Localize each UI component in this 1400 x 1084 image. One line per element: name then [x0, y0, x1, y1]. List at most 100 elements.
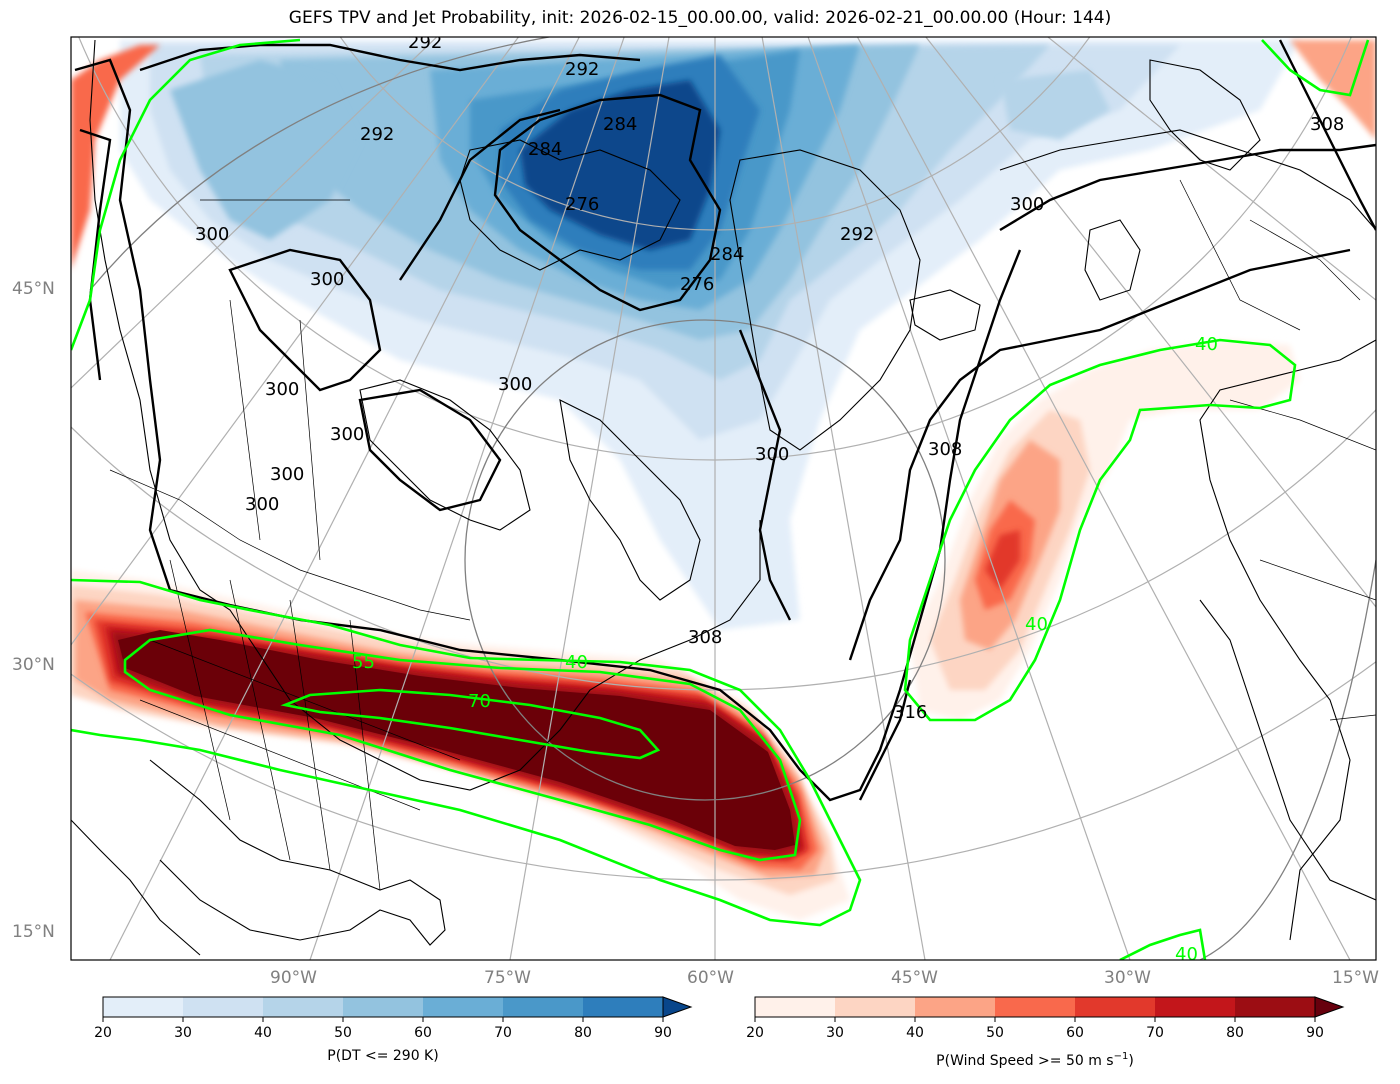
theta-label: 284 [710, 244, 744, 265]
border-africa-2 [1329, 714, 1376, 721]
colorbar-tick-label: 60 [1066, 1025, 1084, 1041]
jet-probability-field [71, 40, 1376, 920]
coast-iceland [909, 289, 981, 341]
theta-label: 300 [330, 424, 364, 445]
theta-label: 300 [270, 464, 304, 485]
jet-contour-40-west-arc [71, 38, 301, 351]
theta-label: 308 [928, 439, 962, 460]
colorbar-jet: 20 30 40 50 60 70 80 90 P(Wind Speed >= 50 m s−… [746, 996, 1345, 1069]
colorbar-cell [915, 997, 996, 1017]
theta-label: 300 [498, 374, 532, 395]
colorbar-tick-label: 20 [94, 1025, 112, 1041]
graticule-lon-15w [856, 37, 1351, 960]
theta-label: 292 [360, 124, 394, 145]
lat-label-15n: 15°N [12, 922, 55, 942]
colorbar-cell [1075, 997, 1156, 1017]
jet-label: 70 [468, 691, 491, 712]
colorbar-jet-outline [754, 996, 1316, 1018]
coast-scandinavia [1149, 59, 1261, 171]
colorbar-cell [503, 997, 584, 1017]
colorbar-tick-label: 50 [986, 1025, 1004, 1041]
colorbar-tick-label: 20 [746, 1025, 764, 1041]
lat-label-30n: 30°N [12, 655, 55, 675]
polar-overlay [89, 37, 1376, 960]
colorbar-cell [343, 997, 424, 1017]
graticule-lon-15e [1046, 37, 1376, 301]
colorbar-cell [995, 997, 1076, 1017]
graticule-lon-90w [309, 37, 625, 960]
theta-label: 308 [1310, 114, 1344, 135]
theta-label: 292 [565, 59, 599, 80]
jet-contour-40-southeast [1119, 928, 1207, 960]
theta-label: 276 [565, 194, 599, 215]
colorbar-cell [755, 997, 836, 1017]
theta-label: 284 [528, 139, 562, 160]
jet-contour-40-northeast [1261, 39, 1370, 97]
colorbar-tick-label: 70 [1146, 1025, 1164, 1041]
graticule-lon-0 [925, 37, 1376, 608]
colorbar-cell [835, 997, 916, 1017]
border-europe-2 [1249, 219, 1361, 301]
theta-label: 284 [603, 114, 637, 135]
coast-greenland [729, 149, 921, 451]
coast-gulf-florida [149, 759, 446, 946]
border-africa-1 [1259, 559, 1376, 601]
colorbar-tick-label: 90 [1306, 1025, 1324, 1041]
theta-292-north [139, 43, 641, 72]
theta-label: 308 [688, 627, 722, 648]
chart-title: GEFS TPV and Jet Probability, init: 2026… [288, 8, 1112, 28]
theta-label: 316 [893, 702, 927, 723]
coast-arctic-islands [459, 139, 681, 271]
border-us-states-5 [149, 639, 461, 761]
graticule-lon-75w [509, 37, 670, 960]
graticule-lon-45w [761, 37, 926, 960]
jet-contours [71, 38, 1370, 960]
border-us-states-4 [349, 619, 381, 891]
colorbar-tick-label: 30 [174, 1025, 192, 1041]
lon-label-90w: 90°W [270, 968, 317, 988]
coast-hudson-bay [359, 379, 531, 531]
jet-prob-northeast [1290, 40, 1376, 140]
jet-contour-40-main [71, 578, 862, 927]
colorbar-tick-label: 60 [414, 1025, 432, 1041]
coastlines [71, 39, 1376, 956]
tpv-prob-east-patch [1000, 70, 1110, 140]
jet-prob-east-60 [985, 530, 1020, 590]
theta-300-hudson [358, 388, 502, 512]
colorbar-tick-label: 50 [334, 1025, 352, 1041]
graticule-lat-75 [475, 0, 955, 10]
theta-label: 300 [755, 444, 789, 465]
theta-label: 292 [408, 32, 442, 53]
colorbar-tick-label: 40 [254, 1025, 272, 1041]
theta-300-bc-coast [79, 128, 112, 381]
lat-label-45n: 45°N [12, 279, 55, 299]
colorbar-tick-label: 40 [906, 1025, 924, 1041]
map-area: 292 292 292 284 284 276 284 276 292 300 … [71, 0, 1376, 965]
colorbar-tpv-ticks: 20 30 40 50 60 70 80 90 [94, 1017, 672, 1041]
jet-contour-55 [123, 628, 802, 862]
jet-contour-labels: 40 40 40 40 55 70 [352, 334, 1218, 965]
graticule-lon-30w [807, 37, 1131, 960]
jet-label: 40 [1175, 944, 1198, 965]
theta-label: 300 [195, 224, 229, 245]
lon-label-45w: 45°W [891, 968, 938, 988]
lon-label-30w: 30°W [1104, 968, 1151, 988]
theta-label: 276 [680, 274, 714, 295]
theta-label: 300 [265, 379, 299, 400]
theta-308-east [999, 143, 1376, 232]
coast-labrador [559, 399, 701, 601]
jet-label: 40 [1025, 614, 1048, 635]
graticule [71, 0, 1376, 960]
colorbar-tpv-outline [102, 996, 664, 1018]
overlay-arc-east [1199, 559, 1376, 960]
colorbar-tpv: 20 30 40 50 60 70 80 90 P(DT <= 290 K) [94, 996, 693, 1064]
jet-contour-70 [280, 688, 661, 760]
colorbar-tpv-cells [103, 997, 664, 1017]
border-us-canada [109, 469, 471, 621]
jet-label: 55 [352, 652, 375, 673]
colorbar-jet-cells [755, 997, 1316, 1017]
theta-316-atlantic [858, 679, 912, 801]
theta-284-tpv-core [493, 93, 722, 312]
colorbar-cell [263, 997, 344, 1017]
